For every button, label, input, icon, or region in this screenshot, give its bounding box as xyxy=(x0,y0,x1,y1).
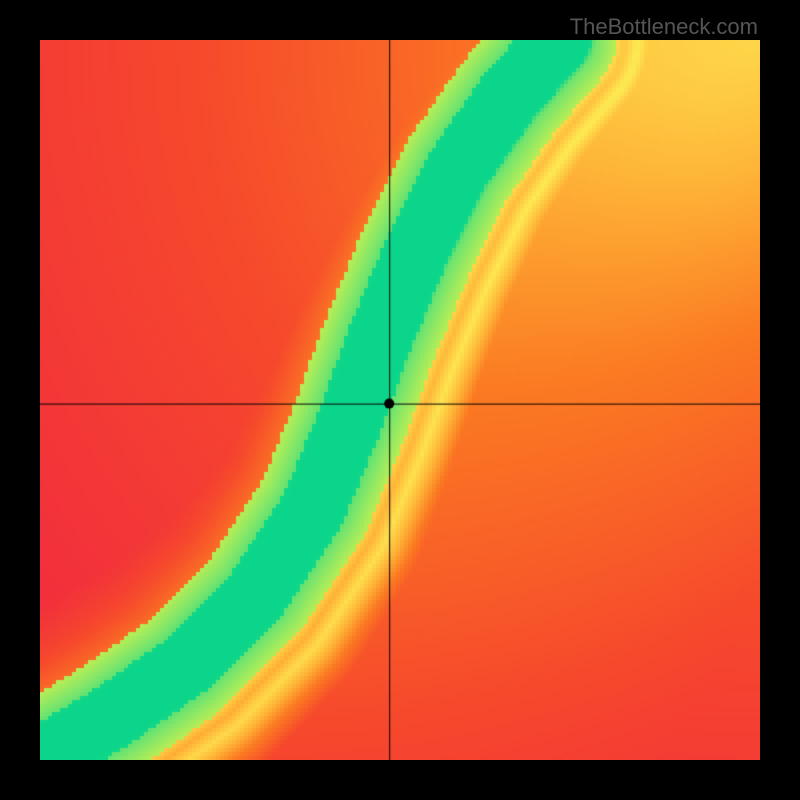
bottleneck-heatmap xyxy=(40,40,760,760)
chart-container: TheBottleneck.com xyxy=(0,0,800,800)
watermark-text: TheBottleneck.com xyxy=(570,14,758,40)
